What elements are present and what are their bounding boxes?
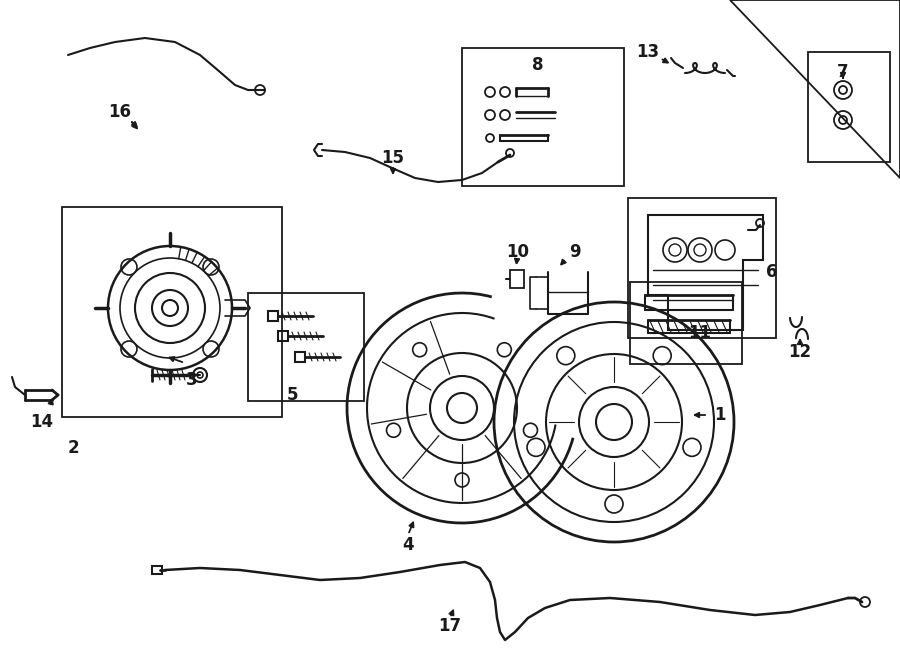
Text: 5: 5 (287, 386, 299, 404)
Bar (808, 52, 890, 162)
Bar (268, 311, 278, 321)
Text: 3: 3 (186, 371, 198, 389)
Text: 17: 17 (438, 617, 462, 635)
Text: 4: 4 (402, 536, 414, 554)
Bar (248, 293, 364, 401)
Text: 12: 12 (788, 343, 812, 361)
Text: 14: 14 (31, 413, 54, 431)
Text: 13: 13 (636, 43, 660, 61)
Text: 10: 10 (507, 243, 529, 261)
Text: 2: 2 (68, 439, 79, 457)
Text: 8: 8 (532, 56, 544, 74)
Bar (152, 566, 162, 574)
Bar (278, 331, 288, 341)
Text: 11: 11 (688, 324, 712, 342)
Text: 15: 15 (382, 149, 404, 167)
Text: 16: 16 (109, 103, 131, 121)
Bar (462, 48, 624, 186)
Bar (295, 352, 305, 362)
Text: 6: 6 (766, 263, 778, 281)
Bar (628, 198, 776, 338)
Bar (510, 270, 524, 288)
Text: 1: 1 (715, 406, 725, 424)
Bar (630, 282, 742, 364)
Text: 7: 7 (837, 63, 849, 81)
Text: 9: 9 (569, 243, 580, 261)
Bar (62, 207, 282, 417)
